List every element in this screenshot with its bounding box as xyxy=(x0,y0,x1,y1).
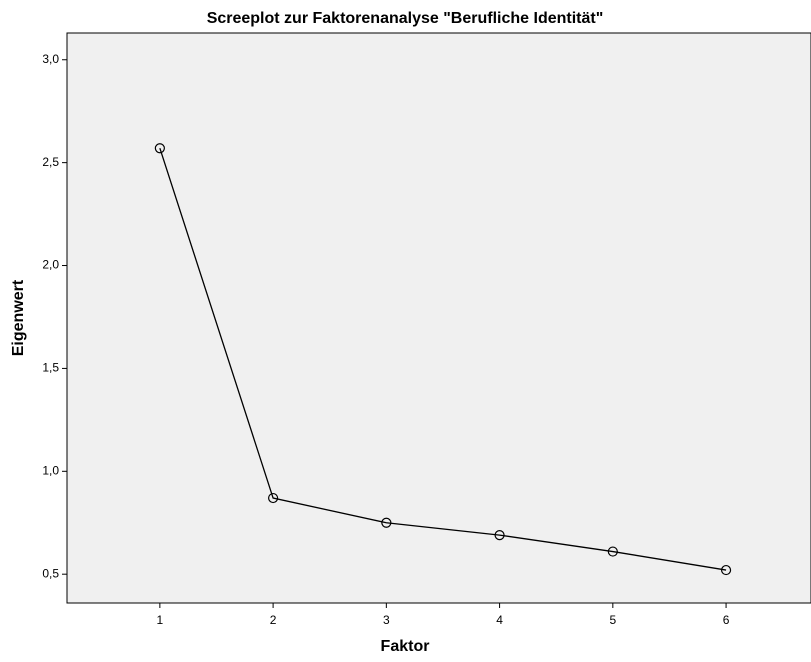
data-point xyxy=(607,546,618,557)
x-tick-label: 5 xyxy=(609,613,616,627)
data-point xyxy=(381,517,392,528)
x-tick-label: 2 xyxy=(270,613,277,627)
y-tick-label: 2,0 xyxy=(42,258,59,272)
y-tick-label: 0,5 xyxy=(42,566,59,580)
x-tick-label: 3 xyxy=(383,613,390,627)
x-axis-label: Faktor xyxy=(381,638,430,655)
data-line xyxy=(159,148,727,571)
x-tick-label: 6 xyxy=(723,613,730,627)
chart-title: Screeplot zur Faktorenanalyse "Beruflich… xyxy=(207,10,604,27)
y-tick-label: 3,0 xyxy=(42,52,59,66)
data-point xyxy=(154,143,165,154)
y-axis-label: Eigenwert xyxy=(10,279,27,356)
data-point xyxy=(720,564,732,576)
y-tick-label: 1,5 xyxy=(42,361,59,375)
y-tick-label: 2,5 xyxy=(42,155,59,169)
x-tick-label: 1 xyxy=(157,613,164,627)
plot-area xyxy=(66,32,811,604)
y-tick-label: 1,0 xyxy=(42,463,59,477)
data-point xyxy=(268,492,279,504)
x-tick-label: 4 xyxy=(496,613,503,627)
data-point xyxy=(494,529,505,541)
